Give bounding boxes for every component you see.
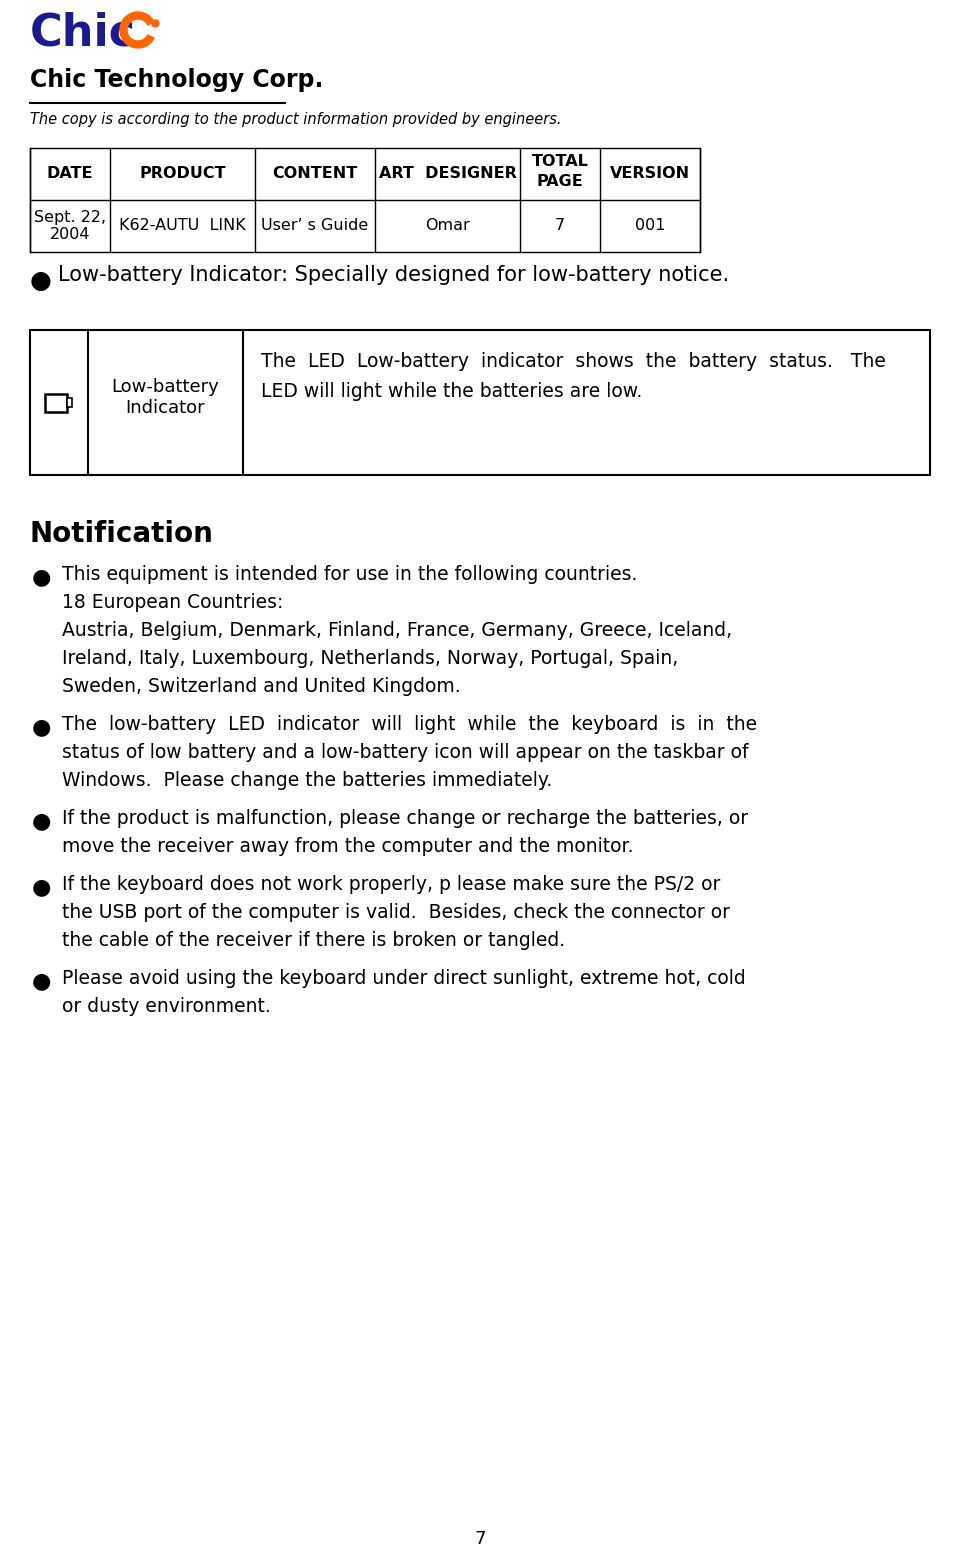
Text: 18 European Countries:: 18 European Countries: xyxy=(62,594,283,612)
Text: Low-battery
Indicator: Low-battery Indicator xyxy=(111,378,219,416)
Text: The  LED  Low-battery  indicator  shows  the  battery  status.   The: The LED Low-battery indicator shows the … xyxy=(261,353,886,371)
Text: Chic Technology Corp.: Chic Technology Corp. xyxy=(30,68,323,92)
Text: ●: ● xyxy=(32,567,51,587)
Text: CONTENT: CONTENT xyxy=(272,166,357,182)
Bar xyxy=(30,329,930,476)
Text: or dusty environment.: or dusty environment. xyxy=(62,998,271,1016)
FancyBboxPatch shape xyxy=(45,393,67,412)
Text: ●: ● xyxy=(32,876,51,897)
Text: Sweden, Switzerland and United Kingdom.: Sweden, Switzerland and United Kingdom. xyxy=(62,678,460,696)
Text: PAGE: PAGE xyxy=(536,174,583,190)
Text: the cable of the receiver if there is broken or tangled.: the cable of the receiver if there is br… xyxy=(62,931,565,949)
Text: Low-battery Indicator: Specially designed for low-battery notice.: Low-battery Indicator: Specially designe… xyxy=(58,266,729,284)
Bar xyxy=(67,398,72,407)
Text: Windows.  Please change the batteries immediately.: Windows. Please change the batteries imm… xyxy=(62,771,553,789)
Text: The  low-battery  LED  indicator  will  light  while  the  keyboard  is  in  the: The low-battery LED indicator will light… xyxy=(62,715,757,733)
Text: Notification: Notification xyxy=(30,521,214,549)
Text: 001: 001 xyxy=(635,219,665,233)
Text: Chic: Chic xyxy=(30,12,136,54)
Text: User’ s Guide: User’ s Guide xyxy=(261,219,369,233)
Text: This equipment is intended for use in the following countries.: This equipment is intended for use in th… xyxy=(62,566,637,584)
Text: TOTAL: TOTAL xyxy=(531,154,588,169)
Text: Austria, Belgium, Denmark, Finland, France, Germany, Greece, Iceland,: Austria, Belgium, Denmark, Finland, Fran… xyxy=(62,622,732,640)
Text: DATE: DATE xyxy=(47,166,93,182)
Text: Please avoid using the keyboard under direct sunlight, extreme hot, cold: Please avoid using the keyboard under di… xyxy=(62,970,746,988)
Text: status of low battery and a low-battery icon will appear on the taskbar of: status of low battery and a low-battery … xyxy=(62,743,749,761)
Text: ●: ● xyxy=(32,811,51,831)
Bar xyxy=(30,148,700,252)
Text: ●: ● xyxy=(30,269,52,294)
Text: Sept. 22,
2004: Sept. 22, 2004 xyxy=(34,210,106,242)
Text: If the keyboard does not work properly, p lease make sure the PS/2 or: If the keyboard does not work properly, … xyxy=(62,875,721,894)
Text: move the receiver away from the computer and the monitor.: move the receiver away from the computer… xyxy=(62,838,633,856)
Text: VERSION: VERSION xyxy=(610,166,690,182)
Text: Omar: Omar xyxy=(425,219,470,233)
Text: ●: ● xyxy=(32,716,51,737)
Text: The copy is according to the product information provided by engineers.: The copy is according to the product inf… xyxy=(30,112,561,127)
Text: Ireland, Italy, Luxembourg, Netherlands, Norway, Portugal, Spain,: Ireland, Italy, Luxembourg, Netherlands,… xyxy=(62,650,678,668)
Text: If the product is malfunction, please change or recharge the batteries, or: If the product is malfunction, please ch… xyxy=(62,810,748,828)
Text: 7: 7 xyxy=(474,1531,485,1548)
Text: ●: ● xyxy=(32,971,51,991)
Text: K62-AUTU  LINK: K62-AUTU LINK xyxy=(119,219,246,233)
Text: PRODUCT: PRODUCT xyxy=(139,166,226,182)
Text: 7: 7 xyxy=(554,219,565,233)
Text: the USB port of the computer is valid.  Besides, check the connector or: the USB port of the computer is valid. B… xyxy=(62,903,730,922)
Polygon shape xyxy=(120,12,154,48)
Text: ART  DESIGNER: ART DESIGNER xyxy=(379,166,516,182)
Text: LED will light while the batteries are low.: LED will light while the batteries are l… xyxy=(261,382,642,401)
